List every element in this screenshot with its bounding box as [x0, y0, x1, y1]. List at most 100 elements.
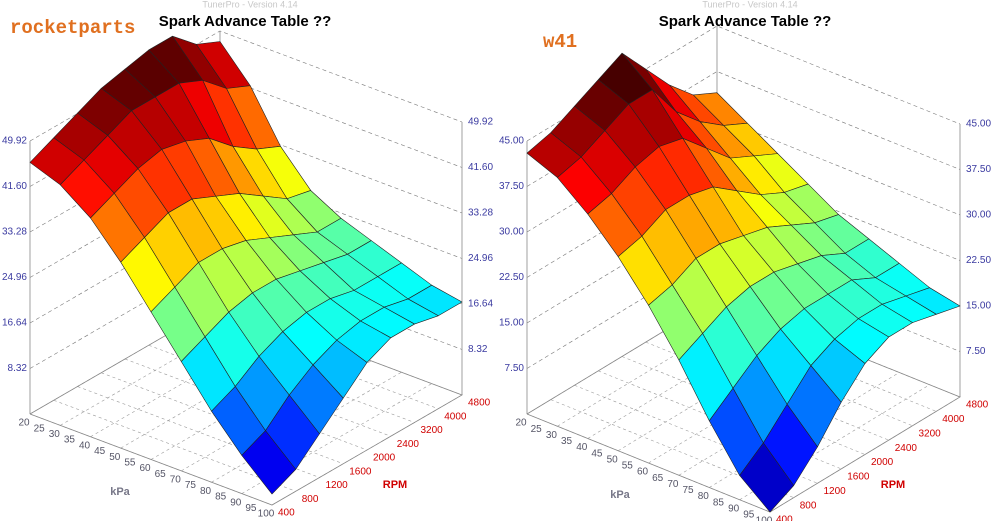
floor-grid-line	[678, 359, 870, 476]
x-tick-label: 55	[622, 461, 634, 472]
floor-grid-line	[557, 310, 748, 427]
x-tick-label: 100	[756, 516, 773, 521]
x-tick-label: 90	[230, 497, 242, 508]
x-tick-label: 45	[94, 446, 106, 457]
floor-grid-line	[53, 399, 296, 492]
y-tick-label: 2000	[373, 453, 396, 464]
z-tick-label: 22.50	[499, 272, 524, 283]
z-tick-label: 41.60	[468, 162, 493, 173]
x-tick-label: 65	[155, 469, 167, 480]
x-tick-label: 60	[637, 467, 649, 478]
z-tick-label: 16.64	[2, 318, 27, 329]
z-tick-label: 7.50	[505, 363, 525, 374]
x-tick-label: 65	[652, 473, 664, 484]
y-tick-label: 3200	[421, 425, 444, 436]
z-tick-label: 15.00	[499, 318, 524, 329]
floor-grid-line	[587, 323, 778, 439]
chart-title: Spark Advance Table ??	[159, 13, 332, 30]
x-tick-label: 25	[531, 424, 543, 435]
y-axis-label: RPM	[881, 479, 905, 491]
z-tick-label: 49.92	[2, 136, 27, 147]
y-tick-label: 800	[302, 494, 319, 505]
floor-grid-line	[621, 356, 866, 455]
z-tick-label: 16.64	[468, 299, 493, 310]
y-axis-label: RPM	[383, 479, 407, 491]
surface-cell	[241, 430, 297, 495]
y-tick-label: 2400	[397, 439, 420, 450]
z-tick-label: 41.60	[2, 181, 27, 192]
x-tick-label: 75	[185, 480, 197, 491]
floor-grid-line	[124, 358, 368, 451]
x-tick-label: 50	[607, 454, 619, 465]
y-tick-label: 2000	[871, 457, 894, 468]
watermark: TunerPro - Version 4.14	[202, 0, 297, 9]
x-tick-label: 90	[728, 503, 740, 514]
z-tick-label: 45.00	[499, 136, 524, 147]
x-axis-label: kPa	[110, 486, 130, 498]
floor-edge	[29, 303, 463, 506]
x-tick-label: 80	[698, 491, 710, 502]
z-tick-label: 15.00	[966, 301, 991, 312]
x-tick-label: 25	[34, 423, 46, 434]
y-tick-label: 1600	[349, 466, 372, 477]
z-tick-label: 22.50	[966, 255, 991, 266]
z-tick-label: 45.00	[966, 119, 991, 130]
z-tick-label: 30.00	[966, 210, 991, 221]
y-tick-label: 4800	[468, 398, 491, 409]
x-tick-label: 70	[667, 479, 679, 490]
y-tick-label: 4800	[966, 400, 989, 411]
z-tick-label: 24.96	[468, 253, 493, 264]
x-tick-label: 40	[79, 440, 91, 451]
x-tick-label: 85	[713, 497, 725, 508]
y-tick-label: 400	[776, 515, 793, 521]
chart-title: Spark Advance Table ??	[659, 13, 832, 30]
x-tick-label: 60	[139, 463, 151, 474]
floor-grid-line	[77, 386, 320, 478]
x-tick-label: 75	[683, 485, 695, 496]
z-tick-label: 7.50	[966, 346, 986, 357]
watermark: TunerPro - Version 4.14	[702, 0, 797, 9]
y-tick-label: 800	[800, 500, 817, 511]
z-tick-label: 33.28	[468, 208, 493, 219]
y-tick-label: 4000	[444, 411, 467, 422]
chart-label: w41	[543, 31, 577, 53]
x-tick-label: 40	[576, 442, 588, 453]
x-tick-label: 100	[258, 509, 275, 520]
x-tick-label: 35	[64, 435, 76, 446]
floor-grid-line	[101, 372, 344, 465]
x-axis-label: kPa	[610, 489, 630, 501]
floor-grid-line	[648, 347, 839, 464]
x-tick-label: 20	[18, 418, 30, 429]
y-tick-label: 4000	[942, 414, 965, 425]
x-tick-label: 55	[124, 457, 136, 468]
x-tick-label: 30	[546, 430, 558, 441]
z-tick-label: 33.28	[2, 227, 27, 238]
x-tick-label: 30	[49, 429, 61, 440]
z-tick-label: 8.32	[468, 344, 488, 355]
x-tick-label: 70	[170, 475, 182, 486]
y-tick-label: 1200	[326, 480, 349, 491]
x-tick-label: 45	[591, 448, 603, 459]
z-tick-label: 37.50	[499, 181, 524, 192]
x-tick-label: 20	[515, 418, 527, 429]
x-tick-label: 95	[743, 510, 755, 521]
z-tick-label: 49.92	[468, 117, 493, 128]
x-tick-label: 85	[215, 492, 227, 503]
z-tick-label: 30.00	[499, 227, 524, 238]
z-tick-label: 37.50	[966, 164, 991, 175]
y-tick-label: 1200	[824, 486, 847, 497]
z-tick-label: 8.32	[8, 363, 28, 374]
floor-edge	[526, 298, 961, 513]
y-tick-label: 400	[278, 508, 295, 519]
surface-cell	[739, 442, 795, 513]
x-tick-label: 95	[245, 503, 257, 514]
y-tick-label: 1600	[847, 472, 870, 483]
y-tick-label: 2400	[895, 443, 918, 454]
floor-grid-line	[617, 335, 809, 452]
x-tick-label: 35	[561, 436, 573, 447]
z-tick-label: 24.96	[2, 272, 27, 283]
x-tick-label: 80	[200, 486, 212, 497]
x-tick-label: 50	[109, 452, 121, 463]
